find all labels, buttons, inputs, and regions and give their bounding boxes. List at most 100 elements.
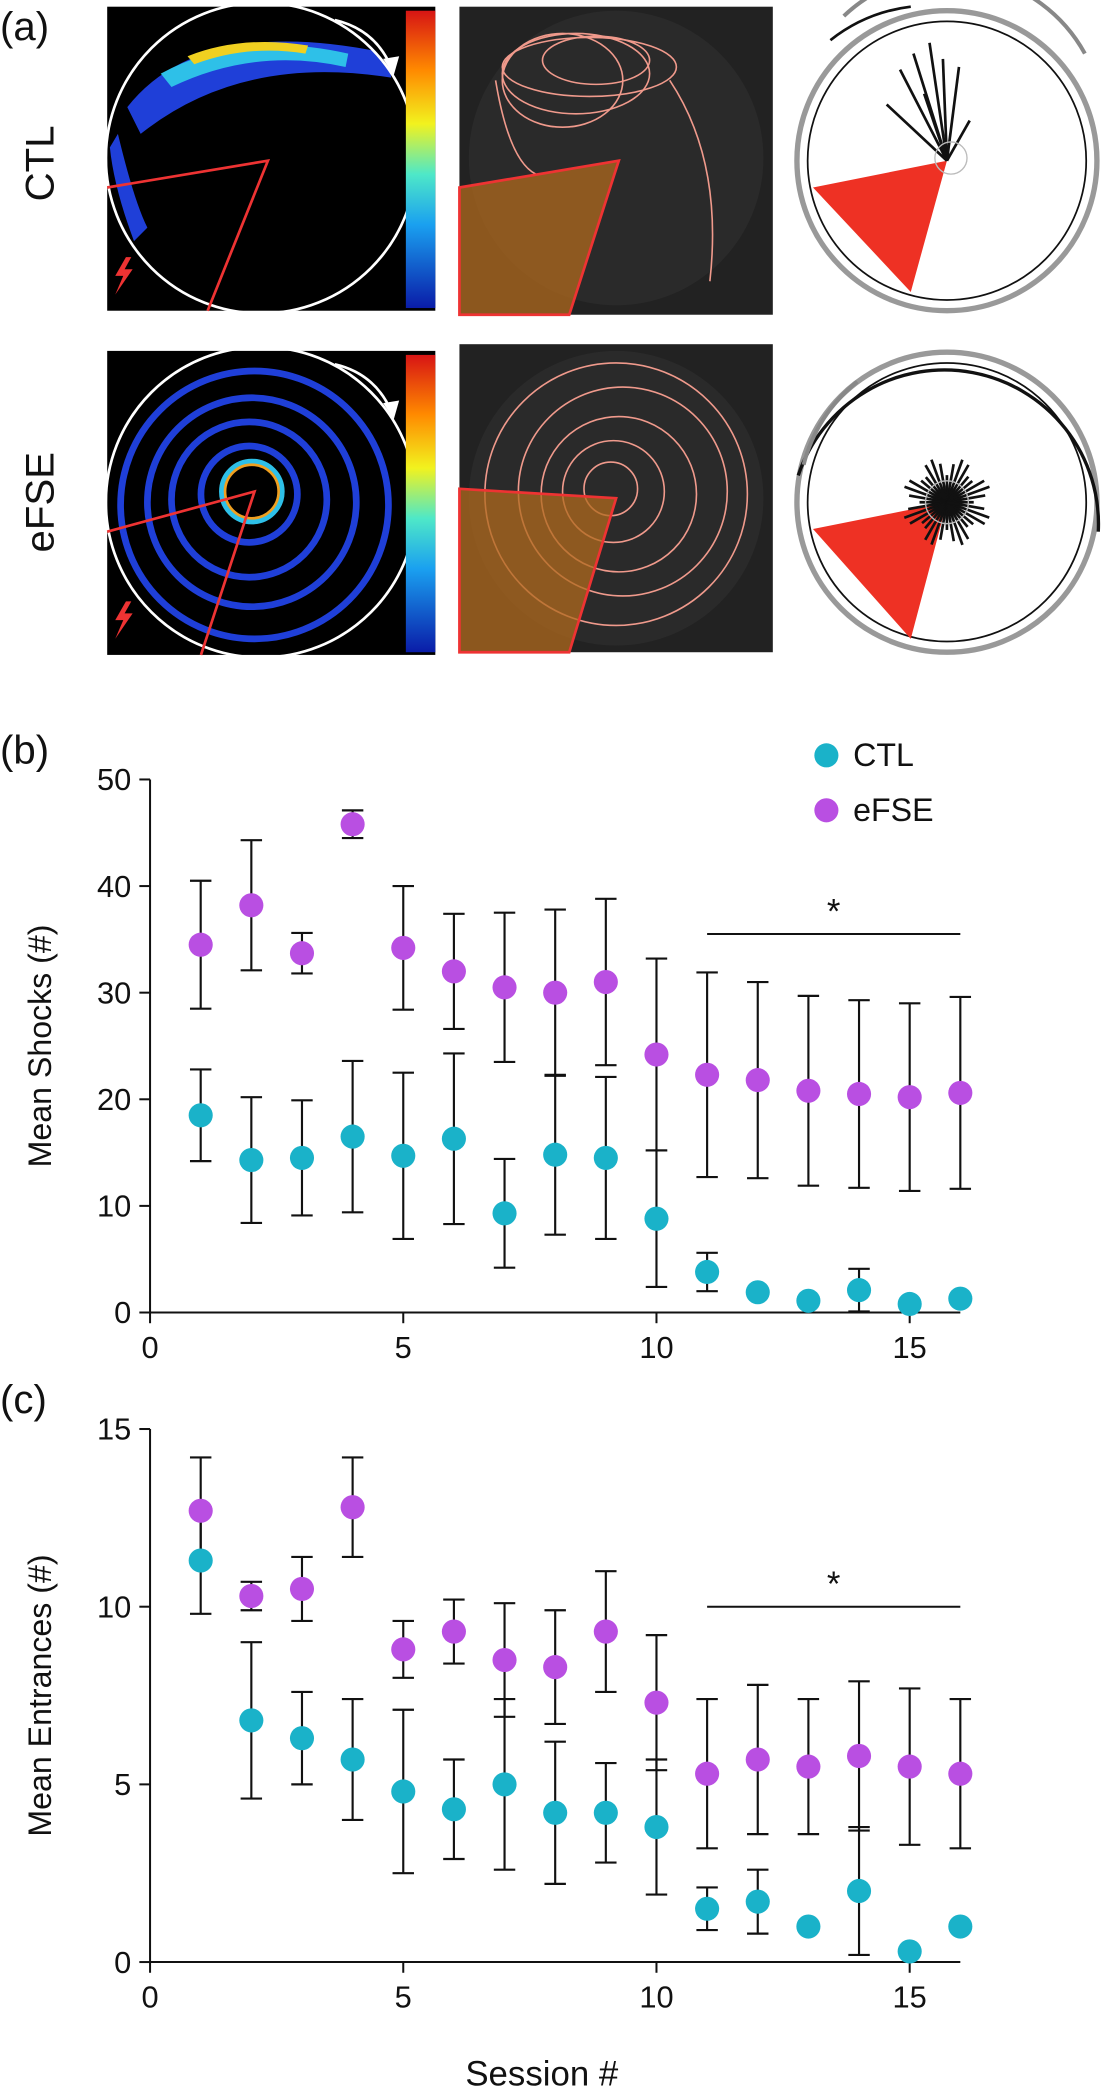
data-point: [846, 1743, 872, 1768]
y-tick-label: 15: [97, 1412, 131, 1447]
data-point: [340, 812, 365, 837]
data-point: [391, 1143, 416, 1168]
spoke: [946, 500, 985, 511]
panel-label: (c): [0, 1377, 47, 1422]
data-point: [441, 1797, 466, 1822]
data-point: [188, 1498, 213, 1523]
data-point: [441, 1619, 466, 1644]
data-point: [796, 1288, 821, 1313]
y-tick-label: 40: [97, 869, 131, 904]
data-point: [948, 1286, 973, 1311]
data-point: [340, 1124, 365, 1149]
data-point: [188, 1548, 213, 1573]
x-tick-label: 10: [639, 1980, 673, 2015]
data-point: [644, 1042, 669, 1067]
data-point: [897, 1754, 922, 1779]
data-point: [644, 1814, 669, 1840]
x-tick-label: 0: [141, 1330, 158, 1365]
data-point: [188, 932, 213, 957]
y-tick-label: 50: [97, 762, 131, 797]
data-point: [289, 1145, 315, 1170]
x-tick-label: 15: [893, 1330, 927, 1365]
data-point: [796, 1914, 821, 1939]
significance-mark: *: [827, 1565, 841, 1604]
data-point: [695, 1896, 720, 1921]
y-tick-label: 0: [114, 1295, 131, 1330]
data-point: [441, 1126, 466, 1151]
data-point: [745, 1280, 770, 1305]
data-point: [948, 1914, 973, 1939]
data-point: [846, 1278, 872, 1303]
data-point: [745, 1068, 770, 1093]
data-point: [239, 1583, 264, 1609]
data-point: [239, 893, 264, 918]
legend-label: eFSE: [853, 792, 933, 828]
data-point: [695, 1062, 720, 1087]
data-point: [391, 1637, 416, 1662]
data-point: [492, 1772, 517, 1797]
data-point: [897, 1939, 922, 1964]
data-point: [391, 935, 416, 960]
x-tick-label: 15: [893, 1980, 927, 2015]
data-point: [188, 1103, 213, 1128]
row-label: eFSE: [18, 452, 63, 552]
data-point: [593, 969, 618, 995]
data-point: [846, 1081, 872, 1107]
trajectory: [458, 344, 773, 654]
trajectory: [458, 6, 773, 317]
data-point: [948, 1080, 973, 1105]
data-point: [593, 1800, 618, 1825]
x-tick-label: 0: [141, 1980, 158, 2015]
data-point: [492, 1201, 517, 1226]
polar-plot: [794, 349, 1101, 655]
x-tick-label: 5: [395, 1980, 412, 2015]
y-tick-label: 5: [114, 1767, 131, 1802]
data-point: [543, 1142, 568, 1167]
data-point: [289, 1726, 315, 1751]
legend-label: CTL: [853, 737, 914, 773]
y-axis-label: Mean Entrances (#): [22, 1554, 58, 1836]
data-point: [695, 1761, 720, 1786]
panel-label: (a): [0, 4, 49, 49]
data-point: [543, 1655, 568, 1680]
data-point: [948, 1761, 973, 1786]
data-point: [441, 959, 466, 984]
x-tick-label: 5: [395, 1330, 412, 1365]
data-point: [289, 941, 315, 966]
data-point: [796, 1078, 821, 1103]
y-tick-label: 10: [97, 1189, 131, 1224]
data-point: [695, 1259, 720, 1285]
polar-plot: [794, 0, 1100, 314]
data-point: [593, 1145, 618, 1170]
y-tick-label: 10: [97, 1589, 131, 1624]
data-point: [391, 1779, 416, 1804]
y-axis-label: Mean Shocks (#): [22, 925, 58, 1168]
y-tick-label: 0: [114, 1945, 131, 1980]
data-point: [492, 975, 517, 1000]
y-tick-label: 20: [97, 1082, 131, 1117]
data-point: [644, 1206, 669, 1231]
legend-marker: [814, 798, 839, 823]
data-point: [543, 1800, 568, 1825]
data-point: [593, 1619, 618, 1644]
heatmap: [104, 345, 436, 659]
x-axis-label: Session #: [465, 2054, 619, 2093]
data-point: [492, 1647, 517, 1673]
data-point: [340, 1747, 365, 1772]
data-point: [745, 1889, 770, 1914]
data-point: [897, 1085, 922, 1110]
data-point: [543, 980, 568, 1005]
data-point: [340, 1495, 365, 1520]
data-point: [796, 1754, 821, 1779]
data-point: [239, 1708, 264, 1733]
y-tick-label: 30: [97, 975, 131, 1010]
legend-marker: [814, 743, 839, 768]
data-point: [289, 1576, 315, 1601]
heatmap: [104, 1, 436, 315]
panel-label: (b): [0, 727, 49, 772]
data-point: [846, 1878, 872, 1904]
x-tick-label: 10: [639, 1330, 673, 1365]
data-point: [644, 1690, 669, 1715]
